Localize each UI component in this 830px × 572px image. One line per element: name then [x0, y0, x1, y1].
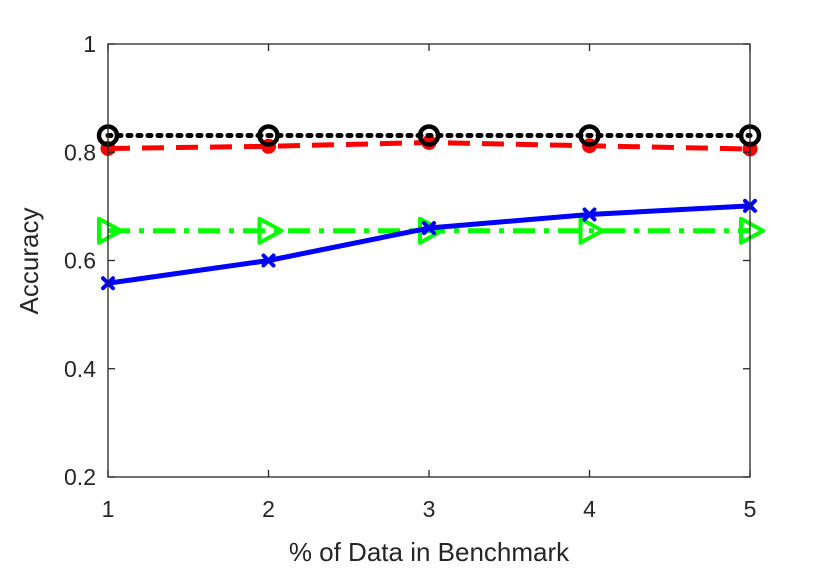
data-point-marker [97, 216, 123, 245]
data-point-marker [739, 216, 765, 245]
y-tick-label: 0.8 [64, 139, 96, 165]
y-tick-label: 0.6 [64, 248, 96, 274]
y-tick-label: 0.2 [64, 464, 96, 490]
x-tick-label: 4 [583, 496, 596, 522]
x-tick-label: 5 [744, 496, 757, 522]
data-point-marker [578, 216, 605, 245]
y-axis-label: Accuracy [14, 208, 44, 315]
tick-layer: 1 2 3 4 5 0.2 0.4 0.6 0.8 1 [64, 31, 756, 522]
x-axis-label: % of Data in Benchmark [289, 537, 570, 567]
y-tick-label: 0.4 [64, 356, 96, 382]
data-point-marker [422, 221, 436, 236]
data-point-marker [257, 216, 284, 245]
series-layer [96, 124, 765, 291]
data-point-marker [257, 124, 280, 147]
data-point-marker [582, 207, 597, 222]
data-point-marker [417, 124, 441, 147]
plot-area [108, 44, 750, 477]
x-tick-label: 3 [423, 496, 436, 522]
data-point-marker [261, 253, 276, 268]
series-0 [101, 198, 757, 291]
x-tick-label: 2 [262, 496, 275, 522]
y-tick-label: 1 [83, 31, 96, 57]
x-tick-label: 1 [102, 496, 115, 522]
data-point-marker [578, 124, 601, 147]
